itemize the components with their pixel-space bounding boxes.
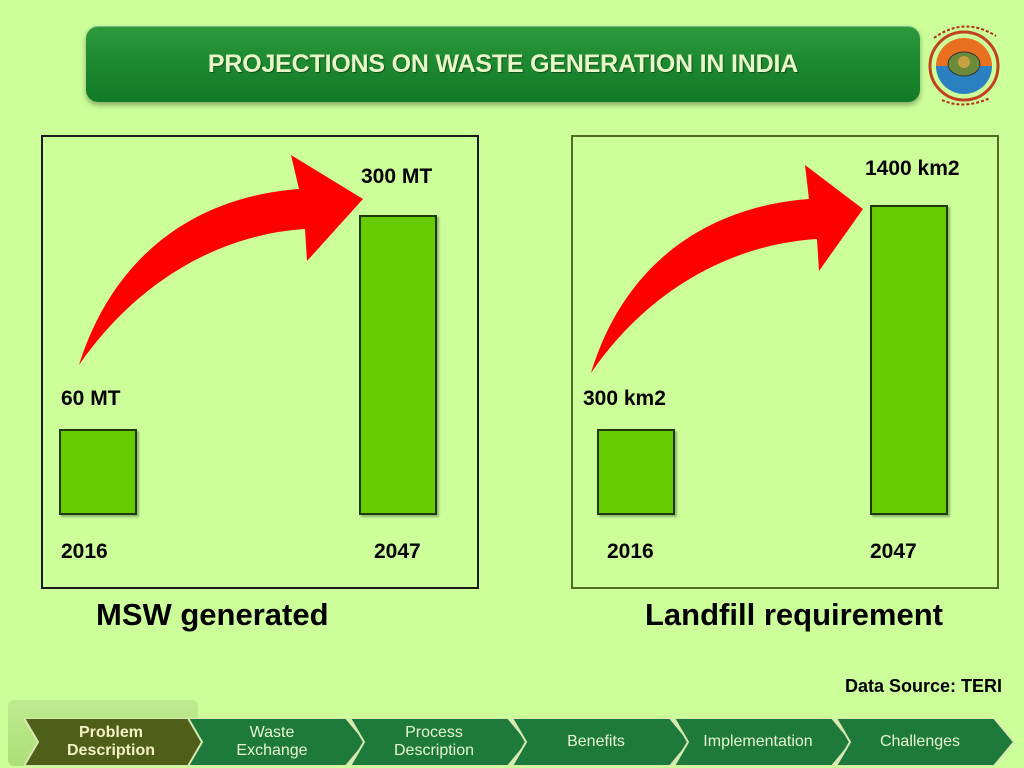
nav-label: Waste Exchange [236, 724, 308, 759]
nav-label: Challenges [879, 733, 961, 750]
nav-chevron-shape [512, 718, 690, 766]
msw-year-label-2047: 2047 [374, 540, 421, 563]
nav-label: Implementation [703, 733, 813, 750]
msw-value-label-2016: 60 MT [61, 387, 121, 410]
landfill-bar-2047 [870, 205, 948, 515]
nav-label: Process Description [393, 724, 475, 759]
landfill-chart-panel: 300 km2 1400 km2 2016 2047 [571, 135, 999, 589]
nav-chevron-shape [674, 718, 852, 766]
msw-chart-panel: 60 MT 300 MT 2016 2047 [41, 135, 479, 589]
landfill-chart-title: Landfill requirement [645, 597, 943, 632]
nav-chevron-shape [188, 718, 366, 766]
nav-challenges[interactable]: Challenges [836, 718, 1014, 766]
nav-implementation[interactable]: Implementation [674, 718, 852, 766]
msw-year-label-2016: 2016 [61, 540, 108, 563]
nav-chevron-shape [350, 718, 528, 766]
bottom-navigation: Problem Description Waste Exchange Process… [0, 700, 1024, 768]
msw-value-label-2047: 300 MT [361, 165, 433, 188]
landfill-value-label-2047: 1400 km2 [865, 157, 960, 180]
title-banner: PROJECTIONS ON WASTE GENERATION IN INDIA [86, 26, 920, 102]
landfill-year-label-2016: 2016 [607, 540, 654, 563]
nav-label: Problem Description [66, 724, 155, 759]
nav-chevron-shape [24, 718, 208, 766]
nav-process-description[interactable]: Process Description [350, 718, 528, 766]
msw-chart-title: MSW generated [96, 597, 329, 632]
nav-label: Benefits [567, 733, 625, 750]
landfill-year-label-2047: 2047 [870, 540, 917, 563]
page-title: PROJECTIONS ON WASTE GENERATION IN INDIA [207, 49, 799, 78]
nav-problem-description[interactable]: Problem Description [24, 718, 208, 766]
landfill-bar-2016 [597, 429, 675, 515]
nav-chevron-shape [836, 718, 1014, 766]
msw-bar-2047 [359, 215, 437, 515]
msw-bar-2016 [59, 429, 137, 515]
ministry-logo-icon [928, 25, 1000, 106]
nav-waste-exchange[interactable]: Waste Exchange [188, 718, 366, 766]
nav-benefits[interactable]: Benefits [512, 718, 690, 766]
landfill-value-label-2016: 300 km2 [583, 387, 666, 410]
data-source-note: Data Source: TERI [844, 676, 1002, 696]
